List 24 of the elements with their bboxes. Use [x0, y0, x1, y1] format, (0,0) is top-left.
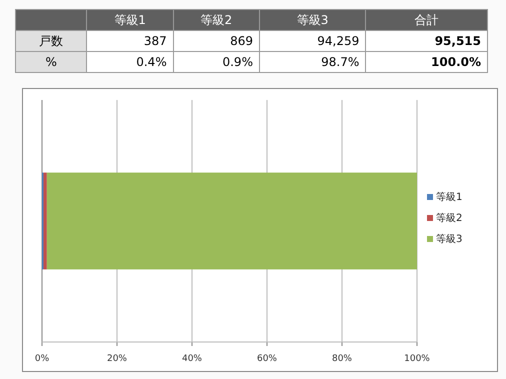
text: 0.4%: [136, 55, 167, 69]
text: 100.0%: [431, 55, 481, 69]
category-label: 等級3: [259, 10, 366, 30]
text: 95,515: [434, 34, 481, 48]
category-label: 戸数: [39, 34, 64, 48]
text: 0.9%: [222, 55, 253, 69]
category-label: 合計: [366, 10, 488, 30]
legend-label: 等級2: [436, 212, 462, 224]
category-label: %: [46, 55, 57, 69]
category-label: 等級2: [173, 10, 260, 30]
legend-label: 等級3: [436, 233, 462, 245]
category-label: 等級1: [86, 10, 174, 30]
x-tick-label: 60%: [256, 354, 278, 364]
x-tick-label: 40%: [182, 354, 202, 364]
legend-label: 等級1: [436, 191, 462, 203]
x-tick-label: 80%: [332, 354, 352, 364]
text: 869: [230, 34, 253, 48]
text: 387: [144, 34, 167, 48]
x-tick-label: 0%: [34, 354, 50, 364]
text: 94,259: [317, 34, 360, 48]
x-tick-label: 20%: [106, 354, 128, 364]
x-tick-label: 100%: [404, 354, 430, 364]
text: 98.7%: [321, 55, 360, 69]
bar: [44, 172, 47, 270]
